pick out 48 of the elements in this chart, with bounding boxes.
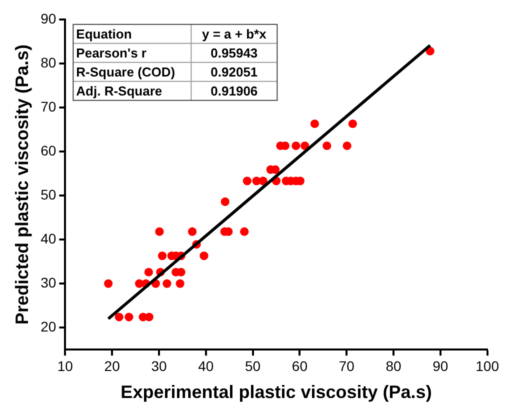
annotation: Adj. R-Square (76, 83, 162, 98)
point (292, 141, 300, 150)
y-tick-label: 40 (40, 230, 56, 246)
x-tick-label: 50 (245, 358, 261, 374)
point (176, 279, 184, 288)
annotation: y = a + b*x (202, 26, 268, 42)
point (162, 279, 172, 288)
annotation: Pearson's r (76, 45, 146, 60)
x-axis-title: Experimental plastic viscosity (Pa.s) (120, 382, 432, 402)
y-tick-label: 90 (40, 10, 56, 26)
point (155, 227, 164, 236)
x-tick-label: 30 (151, 358, 167, 374)
y-tick-label: 20 (40, 318, 56, 334)
point (158, 252, 167, 260)
point (144, 268, 153, 276)
point (188, 227, 197, 236)
y-tick-label: 50 (40, 186, 56, 202)
annotation: 0.95943 (210, 45, 258, 60)
x-tick-label: 60 (292, 358, 308, 374)
point (300, 141, 310, 150)
point (114, 312, 124, 322)
point (242, 176, 252, 186)
x-tick-label: 90 (432, 358, 448, 374)
point (258, 176, 268, 186)
y-tick-label: 70 (40, 98, 56, 114)
y-tick-label: 80 (40, 54, 56, 70)
x-tick-label: 80 (386, 358, 402, 374)
annotation: 0.92051 (210, 64, 258, 80)
point (348, 119, 358, 128)
y-tick-label: 30 (40, 274, 56, 290)
point (220, 197, 230, 206)
point (310, 119, 320, 128)
y-axis-title: Predicted plastic viscosity (Pa.s) (12, 44, 32, 325)
x-tick-label: 40 (198, 358, 214, 374)
annotation: R-Square (COD) (76, 64, 176, 80)
x-tick-label: 100 (476, 358, 500, 374)
x-tick-label: 70 (338, 358, 355, 374)
annotation: 0.91906 (210, 83, 258, 98)
y-tick-label: 60 (40, 142, 56, 158)
point (240, 227, 249, 236)
point (124, 312, 134, 322)
x-tick-label: 10 (57, 358, 74, 374)
x-tick-label: 20 (104, 358, 120, 374)
annotation: Equation (76, 26, 132, 42)
point (104, 279, 113, 288)
point (342, 141, 352, 150)
point (200, 252, 208, 260)
point (322, 141, 332, 150)
